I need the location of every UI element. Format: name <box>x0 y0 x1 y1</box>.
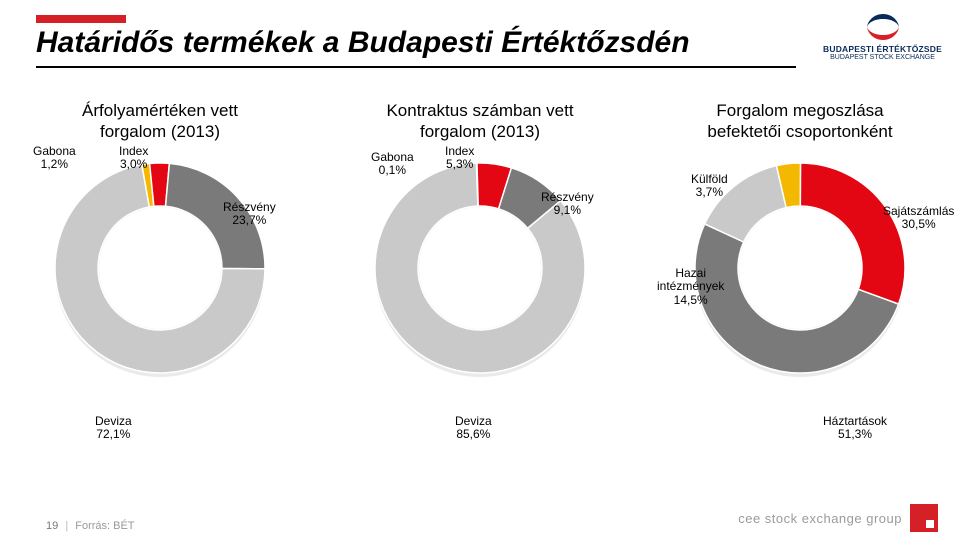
slide: Határidős termékek a Budapesti Értéktőzs… <box>0 0 960 550</box>
chart-title: Forgalom megoszlásabefektetői csoportonk… <box>650 100 950 143</box>
slice-label: Index3,0% <box>119 145 148 173</box>
chart-0: Árfolyamértéken vettforgalom (2013)Gabon… <box>10 100 310 460</box>
slice-label: Háztartások51,3% <box>823 415 887 443</box>
page-number: 19 <box>46 520 58 532</box>
slice-label: Részvény9,1% <box>541 191 594 219</box>
slice-label: Index5,3% <box>445 145 474 173</box>
footer: 19 | Forrás: BÉT <box>46 520 135 532</box>
chart-title: Árfolyamértéken vettforgalom (2013) <box>10 100 310 143</box>
cee-logo-icon <box>910 504 938 532</box>
title-underline <box>36 66 796 68</box>
slice-label: Sajátszámlás30,5% <box>883 205 954 233</box>
slice-label: Részvény23,7% <box>223 201 276 229</box>
slice-label: Külföld3,7% <box>691 173 728 201</box>
chart-title: Kontraktus számban vettforgalom (2013) <box>330 100 630 143</box>
slice-label: Deviza72,1% <box>95 415 132 443</box>
accent-bar <box>36 15 126 23</box>
donut: Külföld3,7%Sajátszámlás30,5%Háztartások5… <box>685 153 915 383</box>
chart-1: Kontraktus számban vettforgalom (2013) Ga… <box>330 100 630 460</box>
slice-label: Gabona1,2% <box>33 145 76 173</box>
bse-logo-text-2: BUDAPEST STOCK EXCHANGE <box>823 54 942 61</box>
bse-logo: BUDAPESTI ÉRTÉKTŐZSDE BUDAPEST STOCK EXC… <box>823 10 942 61</box>
charts-row: Árfolyamértéken vettforgalom (2013)Gabon… <box>0 100 960 460</box>
page-title: Határidős termékek a Budapesti Értéktőzs… <box>36 26 690 60</box>
slice-label: Deviza85,6% <box>455 415 492 443</box>
slice-label: Hazaiintézmények14,5% <box>657 267 724 308</box>
footer-sep: | <box>65 520 68 532</box>
cee-logo-text: cee stock exchange group <box>738 511 902 526</box>
slice-label: Gabona0,1% <box>371 151 414 179</box>
source-label: Forrás: BÉT <box>75 520 134 532</box>
bse-logo-text-1: BUDAPESTI ÉRTÉKTŐZSDE <box>823 44 942 54</box>
donut: Gabona1,2%Index3,0%Részvény23,7%Deviza72… <box>45 153 275 383</box>
chart-2: Forgalom megoszlásabefektetői csoportonk… <box>650 100 950 460</box>
donut: Gabona0,1%Index5,3%Részvény9,1%Deviza85,… <box>365 153 595 383</box>
cee-logo: cee stock exchange group <box>738 504 938 532</box>
